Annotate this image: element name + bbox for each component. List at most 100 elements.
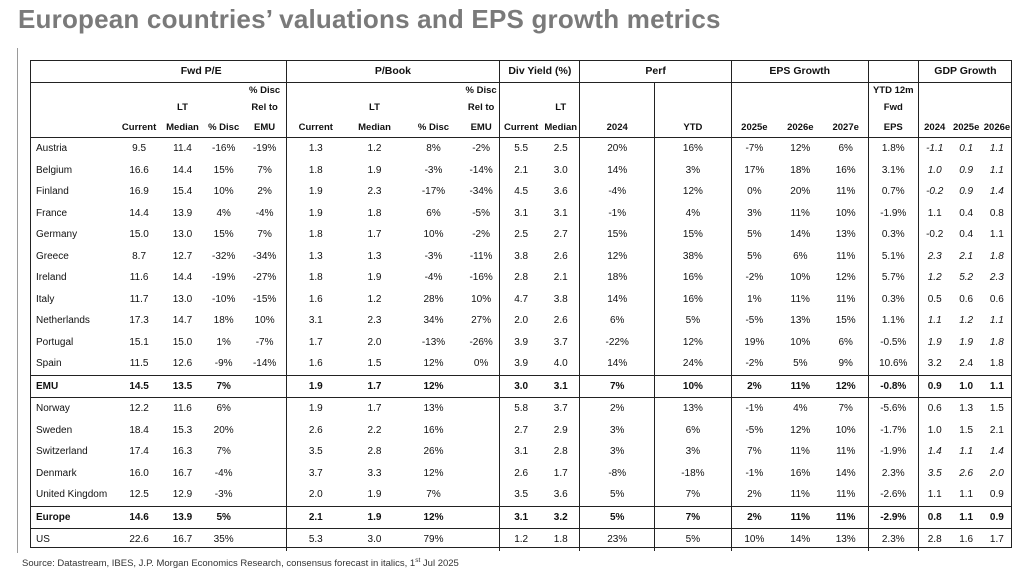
dy-median-cell: 3.1 (542, 374, 580, 398)
table-row: Sweden 18.4 15.3 20% 2.6 2.2 16% 2.7 2.9 3% 6% -5% 1… (30, 419, 1012, 441)
ytd12m-fwd-eps-cell: 10.6% (867, 353, 919, 375)
ytd12m-fwd-eps-cell: 2.3% (867, 462, 919, 484)
table-row: Finland 16.9 15.4 10% 2% 1.9 2.3 -17% -34% 4.5 3.6… (30, 181, 1012, 203)
eps-2027e-cell: 11% (836, 489, 856, 501)
eps-2025e-cell: 2% (730, 374, 777, 398)
col-header-pe-disc: % Disc (203, 117, 244, 138)
pb-median-cell: 1.7 (345, 374, 404, 398)
gdp-2024-cell: 0.8 (917, 505, 951, 529)
eps-2027e-cell: 7% (838, 403, 853, 415)
country-cell: Switzerland (36, 446, 88, 458)
pe-median-cell: 16.3 (172, 446, 193, 458)
pb-current-cell: 1.8 (285, 224, 346, 246)
pe-current-cell: 16.9 (129, 186, 149, 198)
pe-rel-emu-cell: -15% (252, 293, 277, 305)
perf-2024-cell: 6% (579, 310, 655, 332)
perf-2024-cell: 18% (579, 267, 655, 289)
ytd12m-fwd-eps-cell: -2.6% (867, 484, 919, 506)
pe-disc-cell: -19% (211, 272, 236, 284)
eps-2027e-cell: 15% (835, 315, 856, 327)
perf-2024-cell: 14% (579, 288, 655, 310)
pe-rel-emu-cell (243, 505, 287, 529)
pe-disc-cell: 6% (216, 403, 231, 415)
gdp-2026e-cell: 1.1 (989, 229, 1004, 241)
pe-disc-cell: 4% (216, 207, 231, 219)
gdp-2024-cell: -1.1 (917, 137, 951, 160)
perf-ytd-cell: -18% (654, 462, 732, 484)
eps-2027e-cell: 11% (836, 250, 856, 262)
eps-2025e-cell: 0% (730, 181, 777, 203)
pb-current-cell: 5.3 (285, 528, 346, 551)
pe-current-cell: 14.5 (116, 374, 162, 398)
gdp-2025e-cell: 1.6 (959, 534, 974, 546)
pe-disc-cell: 15% (213, 164, 234, 176)
gdp-2024-cell: 3.5 (917, 462, 951, 484)
gdp-2025e-cell: 0.4 (959, 207, 974, 219)
table-row: Austria 9.5 11.4 -16% -19% 1.3 1.2 8% -2% 5.5 2.5 2… (30, 137, 1012, 160)
gdp-2025e-cell: 0.4 (959, 229, 974, 241)
group-header-gdp-growth: GDP Growth (917, 60, 1012, 83)
pb-disc-cell: 26% (423, 446, 444, 458)
pe-rel-emu-cell: -4% (255, 207, 274, 219)
pe-disc-cell: -32% (211, 250, 236, 262)
pe-median-cell: 11.4 (173, 143, 192, 155)
dy-current-cell: 3.0 (499, 374, 543, 398)
dy-median-cell: 3.7 (553, 336, 568, 348)
col-header-pe-emu: EMU (243, 117, 287, 138)
pb-current-cell: 1.6 (285, 353, 346, 375)
pe-disc-cell: 18% (213, 315, 234, 327)
pe-median-cell: 16.7 (172, 534, 193, 546)
gdp-2024-cell: 0.5 (917, 288, 951, 310)
dy-median-cell: 3.6 (553, 186, 568, 198)
pb-current-cell: 1.8 (285, 267, 346, 289)
pb-rel-emu-cell: 27% (471, 315, 492, 327)
eps-2027e-cell: 13% (835, 229, 856, 241)
dy-median-cell: 2.7 (553, 229, 568, 241)
pb-median-cell: 1.9 (345, 505, 404, 529)
perf-ytd-cell: 12% (654, 181, 732, 203)
gdp-2026e-cell: 1.8 (989, 250, 1004, 262)
header-row-3: LT Rel to LT Rel to LT Fwd (30, 97, 1012, 117)
eps-2026e-cell: 6% (793, 250, 808, 262)
pb-current-cell: 1.9 (285, 397, 346, 420)
country-cell: Italy (36, 293, 55, 305)
country-cell: France (36, 207, 68, 219)
eps-2026e-cell: 5% (793, 358, 808, 370)
source-date: Jul 2025 (420, 558, 459, 570)
gdp-2024-cell: 1.0 (917, 419, 951, 441)
perf-ytd-cell: 16% (654, 288, 732, 310)
table-row: United Kingdom 12.5 12.9 -3% 2.0 1.9 7% 3.5 3.6 5… (30, 484, 1012, 506)
perf-2024-cell: 12% (579, 245, 655, 267)
pb-disc-cell: -4% (424, 272, 443, 284)
pb-disc-cell: 8% (426, 143, 441, 155)
table-row: Germany 15.0 13.0 15% 7% 1.8 1.7 10% -2% 2.5 2.7 15… (30, 224, 1012, 246)
ytd12m-fwd-eps-cell: -1.7% (867, 419, 919, 441)
pe-current-cell: 16.0 (129, 467, 149, 479)
pe-current-cell: 12.2 (129, 403, 149, 415)
gdp-2025e-cell: 0.9 (959, 164, 974, 176)
pe-disc-cell: -10% (211, 293, 236, 305)
pe-median-cell: 12.9 (172, 489, 193, 501)
pe-median-cell: 13.9 (172, 207, 193, 219)
dy-median-cell: 4.0 (553, 358, 568, 370)
gdp-2024-cell: 2.8 (917, 528, 951, 551)
group-header-row: Fwd P/E P/Book Div Yield (%) Perf EPS Gr… (30, 60, 1012, 83)
source-text: Source: Datastream, IBES, J.P. Morgan Ec… (22, 558, 416, 570)
eps-2025e-cell: 5% (730, 245, 777, 267)
pb-rel-emu-cell: -5% (472, 207, 491, 219)
country-cell: Norway (36, 403, 70, 415)
eps-2027e-cell: 9% (838, 358, 853, 370)
dy-median-cell: 2.5 (553, 143, 568, 155)
pb-current-cell: 3.7 (285, 462, 346, 484)
eps-2026e-cell: 11% (790, 489, 810, 501)
perf-ytd-cell: 16% (654, 137, 732, 160)
perf-2024-cell: -22% (579, 331, 655, 353)
pe-current-cell: 9.5 (132, 143, 147, 155)
perf-2024-cell: 20% (579, 137, 655, 160)
dy-current-cell: 3.8 (499, 245, 543, 267)
eps-2027e-cell: 14% (835, 467, 856, 479)
eps-2025e-cell: 7% (730, 441, 777, 463)
col-header-perf-2024: 2024 (579, 117, 655, 138)
perf-2024-cell: 5% (579, 505, 655, 529)
pe-median-cell: 14.4 (172, 164, 193, 176)
